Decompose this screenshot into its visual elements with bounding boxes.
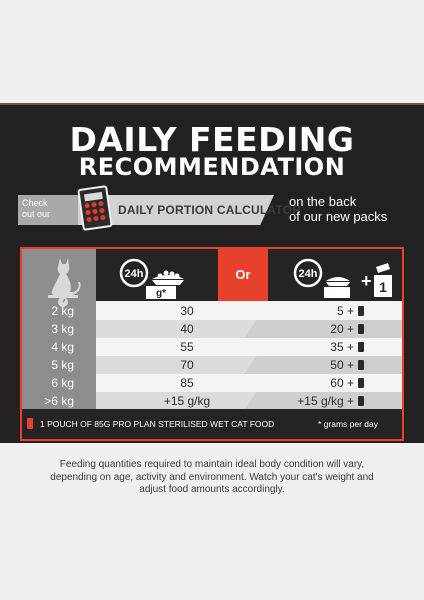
pouch-icon [27, 418, 33, 429]
calculator-icon [77, 185, 113, 231]
row-wet-amount: 35 + [330, 340, 354, 354]
wet-plus-label: + [361, 271, 372, 291]
row-dry-amount: 85 [180, 376, 194, 390]
row-wet-amount: 5 + [336, 304, 354, 318]
row-weight: >6 kg [44, 394, 74, 408]
table-row: >6 kg +15 g/kg +15 g/kg + [22, 392, 402, 410]
pouch-icon [358, 396, 364, 406]
feeding-disclaimer: Feeding quantities required to maintain … [40, 459, 384, 497]
pouch-icon [358, 378, 364, 388]
calculator-label: CALCULATOR [216, 203, 302, 217]
promo-line-2: of our new packs [289, 209, 388, 224]
top-accent-line [0, 103, 424, 105]
pouch-icon [358, 360, 364, 370]
dry-food-header: 24h g* [96, 249, 218, 301]
mixed-24h-icon: 24h + 1 [293, 258, 392, 298]
row-dry-amount: +15 g/kg [163, 394, 211, 408]
pouch-icon [358, 324, 364, 334]
table-footer [22, 409, 402, 439]
row-wet-amount: +15 g/kg + [297, 394, 354, 408]
row-weight: 5 kg [51, 358, 74, 372]
row-dry-amount: 30 [180, 304, 194, 318]
wet-pouch-count: 1 [379, 279, 387, 295]
disclaimer-line-3: adjust food amounts accordingly. [139, 484, 285, 495]
calculator-banner-label: DAILY PORTION CALCULATOR [118, 203, 301, 217]
row-weight: 6 kg [51, 376, 74, 390]
promo-line-1: on the back [289, 194, 357, 209]
table-row: 2 kg 30 5 + [22, 302, 402, 320]
row-weight: 3 kg [51, 322, 74, 336]
row-dry-amount: 40 [180, 322, 194, 336]
dry-hours-label: 24h [125, 268, 144, 280]
or-separator [218, 249, 268, 301]
table-row: 5 kg 70 50 + [22, 356, 402, 374]
footer-pouch-text: 1 POUCH OF 85G PRO PLAN STERILISED WET C… [40, 419, 275, 429]
disclaimer-line-1: Feeding quantities required to maintain … [59, 459, 365, 470]
row-wet-amount: 60 + [330, 376, 354, 390]
row-weight: 2 kg [51, 304, 74, 318]
check-line-1: Check [22, 198, 48, 208]
page-title: DAILY FEEDING [69, 120, 355, 159]
disclaimer-line-2: depending on age, activity and environme… [50, 471, 374, 483]
wet-hours-label: 24h [299, 268, 318, 280]
or-label: Or [235, 267, 251, 282]
cat-on-scale-icon [48, 258, 81, 307]
row-dry-amount: 55 [180, 340, 194, 354]
check-banner-text: Check out our [22, 198, 72, 220]
dry-24h-icon: 24h g* [119, 258, 184, 299]
row-dry-amount: 70 [180, 358, 194, 372]
table-row: 6 kg 85 60 + [22, 374, 402, 392]
row-wet-amount: 20 + [330, 322, 354, 336]
calculator-prefix: DAILY PORTION [118, 203, 214, 217]
mixed-food-header: 24h + 1 [268, 249, 402, 301]
row-wet-amount: 50 + [330, 358, 354, 372]
promo-text: on the back of our new packs [289, 194, 387, 224]
check-banner-box [18, 195, 78, 225]
weight-column [22, 249, 96, 409]
table-row: 3 kg 40 20 + [22, 320, 402, 338]
pouch-icon [358, 342, 364, 352]
footer-grams-note: * grams per day [318, 419, 378, 429]
check-line-2: out our [22, 209, 51, 219]
dry-unit-label: g* [156, 288, 166, 299]
row-weight: 4 kg [51, 340, 74, 354]
table-row: 4 kg 55 35 + [22, 338, 402, 356]
pouch-icon [358, 306, 364, 316]
page-subtitle: RECOMMENDATION [78, 153, 346, 181]
